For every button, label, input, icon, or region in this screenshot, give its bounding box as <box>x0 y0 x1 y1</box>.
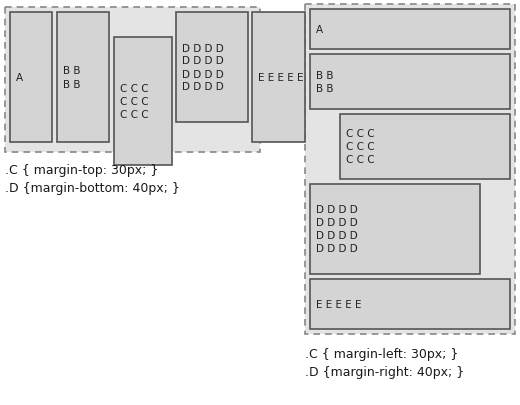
Text: E E E E E: E E E E E <box>316 299 361 309</box>
Text: C C C: C C C <box>346 155 374 165</box>
Text: D D D D: D D D D <box>316 205 358 215</box>
Text: D D D D: D D D D <box>316 231 358 241</box>
Bar <box>310 55 510 110</box>
Bar <box>114 38 172 166</box>
Text: .C { margin-top: 30px; }: .C { margin-top: 30px; } <box>5 164 159 177</box>
Text: .D {margin-right: 40px; }: .D {margin-right: 40px; } <box>305 365 464 378</box>
Text: .C { margin-left: 30px; }: .C { margin-left: 30px; } <box>305 347 458 360</box>
Bar <box>252 13 305 143</box>
Bar <box>10 13 52 143</box>
Text: C C C: C C C <box>120 97 149 107</box>
Text: B B: B B <box>63 66 81 76</box>
Text: C C C: C C C <box>120 110 149 120</box>
Text: C C C: C C C <box>346 129 374 139</box>
Bar <box>176 13 248 123</box>
Text: A: A <box>316 25 323 35</box>
Text: D D D D: D D D D <box>182 69 224 79</box>
Text: D D D D: D D D D <box>316 244 358 254</box>
Text: A: A <box>16 73 23 83</box>
Text: D D D D: D D D D <box>316 218 358 228</box>
Text: D D D D: D D D D <box>182 56 224 66</box>
Text: B B: B B <box>316 84 333 94</box>
Text: C C C: C C C <box>120 84 149 94</box>
Bar <box>310 279 510 329</box>
Text: .D {margin-bottom: 40px; }: .D {margin-bottom: 40px; } <box>5 181 180 194</box>
Text: E E E E E: E E E E E <box>258 73 304 83</box>
Text: D D D D: D D D D <box>182 82 224 92</box>
Text: B B: B B <box>316 71 333 81</box>
Bar <box>5 8 260 153</box>
Bar <box>305 5 515 334</box>
Bar <box>340 115 510 179</box>
Text: D D D D: D D D D <box>182 43 224 53</box>
Bar <box>310 185 480 274</box>
Bar <box>57 13 109 143</box>
Text: C C C: C C C <box>346 142 374 152</box>
Text: B B: B B <box>63 79 81 89</box>
Bar <box>310 10 510 50</box>
